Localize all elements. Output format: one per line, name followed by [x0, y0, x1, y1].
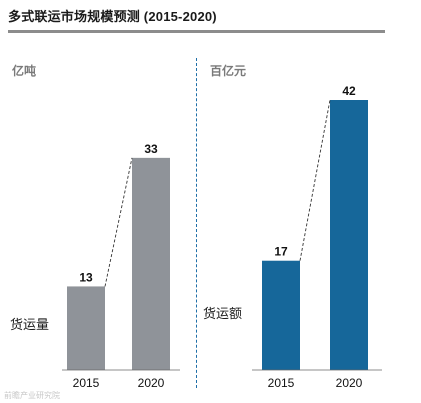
right-bar-2015	[262, 260, 300, 370]
watermark: 前瞻产业研究院	[4, 391, 60, 400]
right-category-label-2020: 2020	[336, 376, 363, 390]
right-unit-label: 百亿元	[210, 64, 247, 78]
left-value-label-2020: 33	[144, 142, 158, 156]
right-metric-label: 货运额	[203, 306, 243, 321]
left-unit-label: 亿吨	[12, 64, 37, 78]
page-title: 多式联运市场规模预测 (2015-2020)	[8, 9, 217, 24]
right-category-label-2015: 2015	[268, 376, 295, 390]
right-connector-line	[299, 99, 331, 261]
left-category-label-2015: 2015	[73, 376, 100, 390]
right-value-label-2020: 42	[342, 84, 356, 98]
left-connector-line	[104, 157, 133, 287]
title-rule	[8, 30, 385, 33]
left-value-label-2015: 13	[79, 270, 93, 284]
right-value-label-2015: 17	[274, 245, 288, 259]
right-bar-2020	[330, 100, 368, 370]
left-metric-label: 货运量	[10, 317, 50, 332]
left-bar-2015	[67, 286, 105, 370]
left-category-label-2020: 2020	[138, 376, 165, 390]
panel-divider	[196, 58, 197, 388]
left-bar-2020	[132, 157, 170, 370]
